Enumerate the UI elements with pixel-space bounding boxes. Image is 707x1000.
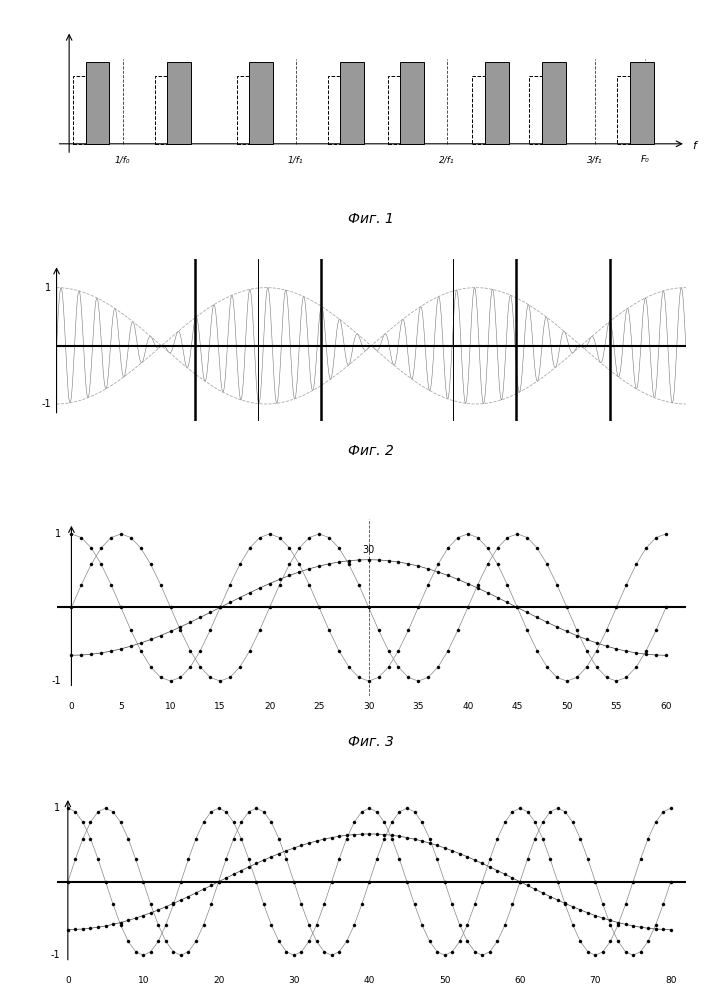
Bar: [387, 76, 414, 144]
Bar: [237, 76, 263, 144]
Bar: [485, 62, 509, 144]
Text: -1: -1: [51, 950, 60, 960]
Bar: [328, 76, 354, 144]
Bar: [249, 62, 273, 144]
Text: 1/f₁: 1/f₁: [288, 155, 303, 164]
Bar: [340, 62, 364, 144]
Text: 2/f₁: 2/f₁: [439, 155, 455, 164]
Bar: [86, 62, 110, 144]
Text: -1: -1: [42, 399, 52, 409]
Text: F₀: F₀: [641, 155, 649, 164]
Bar: [472, 76, 499, 144]
Bar: [400, 62, 424, 144]
Text: 1: 1: [54, 803, 60, 813]
Text: 1/f₀: 1/f₀: [115, 155, 130, 164]
Bar: [617, 76, 643, 144]
Text: -1: -1: [52, 676, 62, 686]
Text: Фиг. 1: Фиг. 1: [349, 212, 394, 226]
Bar: [168, 62, 191, 144]
Text: 30: 30: [363, 545, 375, 555]
Text: Фиг. 3: Фиг. 3: [349, 735, 394, 749]
Bar: [630, 62, 654, 144]
Text: 3/f₁: 3/f₁: [587, 155, 602, 164]
Bar: [155, 76, 181, 144]
Text: f: f: [692, 141, 696, 151]
Bar: [542, 62, 566, 144]
Bar: [529, 76, 556, 144]
Text: Фиг. 2: Фиг. 2: [349, 444, 394, 458]
Bar: [73, 76, 100, 144]
Text: 1: 1: [45, 283, 52, 293]
Text: 1: 1: [55, 529, 62, 539]
